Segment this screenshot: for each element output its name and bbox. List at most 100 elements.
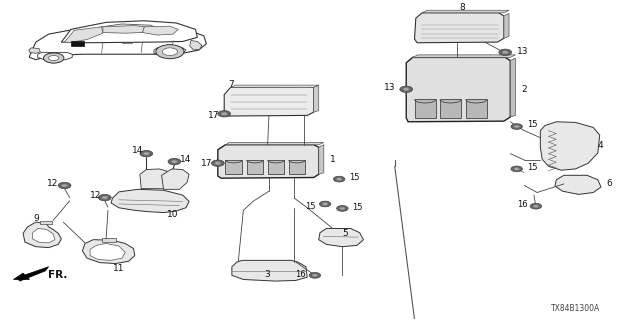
Bar	[466, 100, 486, 118]
Text: FR.: FR.	[49, 270, 68, 280]
Circle shape	[511, 124, 522, 129]
Circle shape	[168, 158, 180, 165]
Polygon shape	[140, 169, 168, 189]
Text: 2: 2	[522, 85, 527, 94]
Bar	[415, 100, 436, 118]
Polygon shape	[314, 85, 319, 112]
Circle shape	[102, 196, 108, 199]
Circle shape	[140, 150, 153, 157]
Polygon shape	[83, 240, 135, 264]
Text: 10: 10	[168, 210, 179, 219]
Polygon shape	[319, 145, 324, 174]
Circle shape	[218, 111, 230, 117]
Circle shape	[99, 195, 111, 201]
Polygon shape	[29, 25, 206, 60]
Circle shape	[172, 160, 177, 163]
Circle shape	[333, 176, 345, 182]
Text: 8: 8	[459, 3, 465, 12]
Circle shape	[143, 152, 149, 155]
Circle shape	[312, 274, 317, 276]
Bar	[40, 220, 52, 224]
Polygon shape	[225, 142, 324, 145]
Polygon shape	[555, 175, 601, 195]
Polygon shape	[540, 122, 600, 170]
Polygon shape	[103, 26, 145, 33]
Text: 15: 15	[527, 163, 538, 172]
Polygon shape	[406, 57, 510, 122]
Text: 17: 17	[207, 111, 219, 120]
Circle shape	[337, 205, 348, 211]
Circle shape	[221, 112, 227, 115]
Circle shape	[502, 51, 508, 54]
Circle shape	[530, 203, 541, 209]
Circle shape	[49, 55, 59, 60]
Text: 15: 15	[305, 202, 316, 211]
Polygon shape	[29, 48, 40, 53]
Polygon shape	[415, 13, 504, 43]
Circle shape	[319, 201, 331, 207]
Text: 3: 3	[265, 269, 271, 279]
Text: 12: 12	[90, 190, 101, 200]
Polygon shape	[162, 169, 189, 189]
Bar	[289, 160, 305, 174]
Bar	[225, 160, 242, 174]
Polygon shape	[38, 52, 72, 60]
Bar	[246, 160, 263, 174]
Circle shape	[514, 125, 519, 128]
Text: 17: 17	[201, 159, 212, 168]
Text: 11: 11	[113, 264, 125, 273]
Circle shape	[511, 166, 522, 172]
Polygon shape	[90, 244, 125, 260]
Circle shape	[403, 88, 409, 91]
Polygon shape	[224, 87, 314, 116]
Text: 6: 6	[606, 180, 612, 188]
Text: 1: 1	[330, 156, 335, 164]
Circle shape	[309, 272, 321, 278]
Circle shape	[340, 207, 345, 210]
Polygon shape	[61, 21, 197, 43]
Polygon shape	[97, 24, 161, 33]
Text: 14: 14	[180, 155, 191, 164]
Circle shape	[163, 48, 177, 55]
Circle shape	[58, 182, 71, 189]
Circle shape	[337, 178, 342, 180]
Polygon shape	[504, 13, 509, 38]
Text: 15: 15	[527, 120, 538, 130]
Polygon shape	[17, 267, 49, 281]
Circle shape	[323, 203, 328, 205]
Polygon shape	[218, 145, 319, 178]
Text: 13: 13	[516, 46, 528, 56]
Circle shape	[533, 205, 538, 207]
Polygon shape	[510, 58, 515, 117]
Circle shape	[156, 45, 184, 59]
Text: 16: 16	[517, 200, 527, 209]
Bar	[268, 160, 284, 174]
Polygon shape	[33, 228, 55, 243]
Text: 5: 5	[342, 229, 348, 238]
Circle shape	[400, 86, 413, 92]
Bar	[440, 100, 461, 118]
Polygon shape	[413, 55, 515, 57]
Polygon shape	[65, 27, 103, 43]
Circle shape	[215, 162, 221, 164]
Text: 15: 15	[349, 173, 360, 182]
Polygon shape	[154, 48, 186, 55]
Polygon shape	[232, 260, 307, 281]
Polygon shape	[23, 222, 61, 248]
Polygon shape	[143, 26, 178, 35]
Circle shape	[514, 168, 519, 170]
Polygon shape	[189, 41, 202, 50]
Circle shape	[499, 49, 511, 55]
Circle shape	[211, 160, 224, 166]
Polygon shape	[13, 273, 29, 279]
Text: TX84B1300A: TX84B1300A	[551, 304, 600, 313]
Bar	[71, 41, 84, 46]
Text: 4: 4	[598, 141, 604, 150]
Text: 12: 12	[47, 179, 59, 188]
Text: 14: 14	[132, 146, 144, 155]
Text: 7: 7	[228, 80, 234, 89]
Bar	[102, 238, 116, 242]
Circle shape	[61, 184, 67, 187]
Polygon shape	[111, 189, 189, 212]
Text: 9: 9	[33, 214, 38, 223]
